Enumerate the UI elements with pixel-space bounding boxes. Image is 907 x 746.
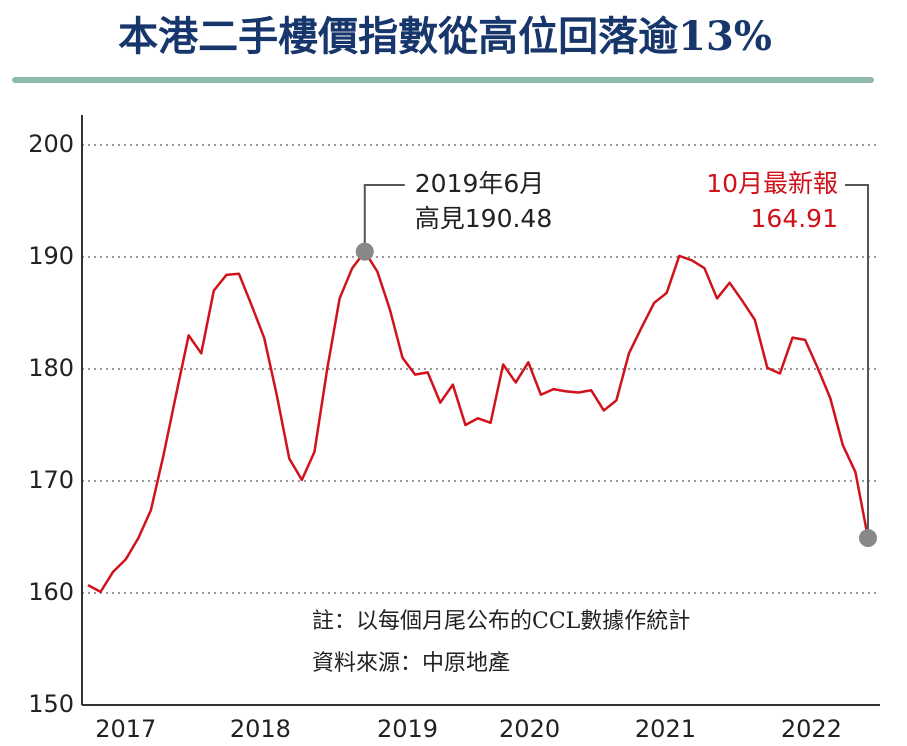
x-tick-label: 2017	[95, 715, 156, 743]
y-tick-label: 190	[28, 242, 74, 270]
x-tick-label: 2022	[781, 715, 842, 743]
y-tick-label: 150	[28, 690, 74, 718]
x-tick-label: 2018	[230, 715, 291, 743]
y-tick-label: 200	[28, 130, 74, 158]
note: 註：以每個月尾公布的CCL數據作統計	[312, 609, 690, 634]
annotation: 高見190.48	[415, 204, 552, 233]
annotation: 10月最新報	[706, 169, 838, 198]
y-tick-label: 170	[28, 466, 74, 494]
leader-line	[363, 184, 405, 252]
note: 資料來源：中原地產	[312, 651, 510, 676]
y-tick-label: 180	[28, 354, 74, 382]
chart-title: 本港二手樓價指數從高位回落逾13%	[118, 13, 772, 60]
x-tick-label: 2020	[499, 715, 560, 743]
leader-line	[845, 184, 869, 539]
annotation: 2019年6月	[415, 169, 545, 198]
y-tick-label: 160	[28, 578, 74, 606]
marker	[859, 529, 877, 548]
annotation: 164.91	[751, 204, 838, 233]
x-tick-label: 2021	[635, 715, 696, 743]
marker	[355, 242, 374, 261]
line	[87, 250, 870, 594]
title-rule	[12, 77, 874, 83]
x-tick-label: 2019	[377, 715, 438, 743]
